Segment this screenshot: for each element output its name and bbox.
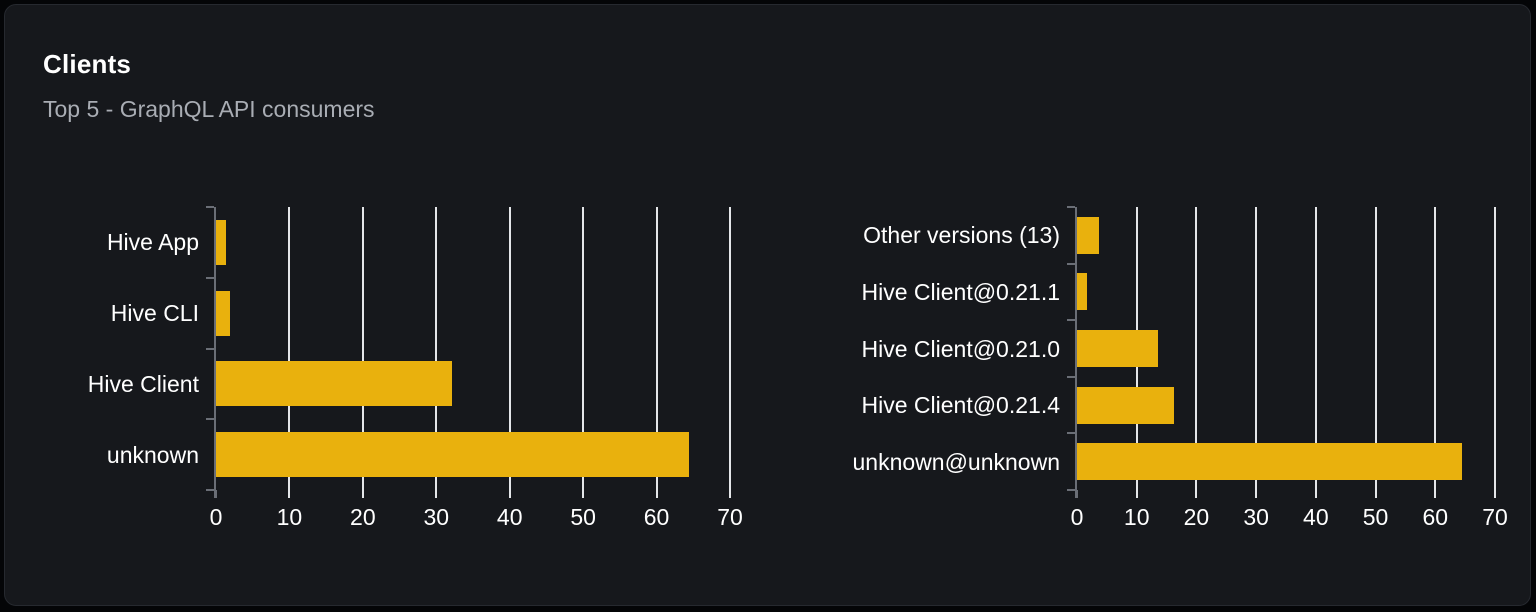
x-tick-label: 70 <box>1482 504 1508 530</box>
gridline <box>1195 207 1198 490</box>
category-label: Hive Client <box>87 370 199 397</box>
bar-hive-client <box>216 361 453 407</box>
x-axis-tick <box>435 490 438 498</box>
x-tick-label: 60 <box>643 504 670 530</box>
x-axis-tick <box>1374 490 1377 498</box>
category-label: Hive Client@0.21.0 <box>861 335 1061 362</box>
x-tick-label: 40 <box>1303 504 1329 530</box>
gridline <box>1374 207 1377 490</box>
y-axis-tick <box>1067 489 1075 491</box>
y-axis-tick <box>206 276 214 279</box>
y-axis-tick <box>206 347 214 350</box>
x-tick-label: 20 <box>350 504 376 530</box>
clients-card <box>4 4 1531 606</box>
bar-hive-client-0-21-4 <box>1077 386 1175 424</box>
x-tick-label: 50 <box>570 504 596 530</box>
x-axis-tick <box>1195 490 1198 498</box>
x-axis-tick <box>1434 490 1437 498</box>
category-label: Other versions (13) <box>863 222 1060 249</box>
y-axis-line <box>214 207 216 498</box>
y-axis-tick <box>206 206 214 208</box>
bar-hive-cli <box>216 290 230 336</box>
y-axis-tick <box>1067 262 1075 265</box>
x-axis-tick <box>729 490 731 498</box>
bar-hive-client-0-21-1 <box>1077 273 1087 311</box>
x-tick-label: 30 <box>423 504 450 530</box>
x-axis-tick <box>288 490 291 498</box>
bar-hive-client-0-21-0 <box>1077 330 1158 367</box>
gridline <box>361 207 364 490</box>
x-tick-label: 40 <box>496 504 523 530</box>
bar-unknown-unknown <box>1077 443 1463 481</box>
gridline <box>1434 207 1437 490</box>
gridline <box>582 207 585 490</box>
y-axis-tick <box>1067 432 1075 435</box>
y-axis-tick <box>1067 319 1075 322</box>
y-axis-tick <box>206 418 214 421</box>
category-label: Hive App <box>106 229 199 256</box>
gridline <box>655 207 658 490</box>
x-tick-label: 0 <box>1070 504 1084 530</box>
gridline <box>508 207 511 490</box>
x-tick-label: 10 <box>1123 504 1150 530</box>
x-tick-label: 20 <box>1183 504 1210 530</box>
x-axis-tick <box>215 490 217 498</box>
category-label: Hive Client@0.21.1 <box>861 278 1061 305</box>
y-axis-tick <box>1067 206 1075 208</box>
x-axis-tick <box>508 490 511 498</box>
x-axis-tick <box>361 490 364 498</box>
bar-hive-app <box>216 219 227 265</box>
category-label: Hive CLI <box>110 300 199 327</box>
x-axis-tick <box>1076 490 1078 498</box>
x-axis-tick <box>1314 490 1317 498</box>
y-axis-tick <box>206 489 214 491</box>
gridline <box>288 207 291 490</box>
category-label: unknown <box>106 441 199 468</box>
bar-other-versions-13- <box>1077 216 1100 254</box>
gridline <box>1255 207 1258 490</box>
x-tick-label: 30 <box>1243 504 1269 530</box>
x-tick-label: 60 <box>1422 504 1449 530</box>
category-label: unknown@unknown <box>852 448 1060 475</box>
x-tick-label: 10 <box>276 504 303 530</box>
x-axis-tick <box>582 490 585 498</box>
gridline <box>729 207 731 490</box>
gridline <box>1494 207 1496 490</box>
gridline <box>1314 207 1317 490</box>
bar-unknown <box>216 432 689 478</box>
y-axis-tick <box>1067 375 1075 378</box>
page-title: Clients <box>43 49 132 79</box>
x-axis-tick <box>1255 490 1258 498</box>
x-tick-label: 70 <box>717 504 743 530</box>
x-axis-tick <box>1135 490 1138 498</box>
x-tick-label: 0 <box>209 504 223 530</box>
x-tick-label: 50 <box>1362 504 1389 530</box>
page-subtitle: Top 5 - GraphQL API consumers <box>43 96 375 122</box>
x-axis-tick <box>655 490 658 498</box>
x-axis-tick <box>1494 490 1496 498</box>
gridline <box>435 207 438 490</box>
category-label: Hive Client@0.21.4 <box>861 392 1061 419</box>
y-axis-line <box>1075 207 1077 498</box>
